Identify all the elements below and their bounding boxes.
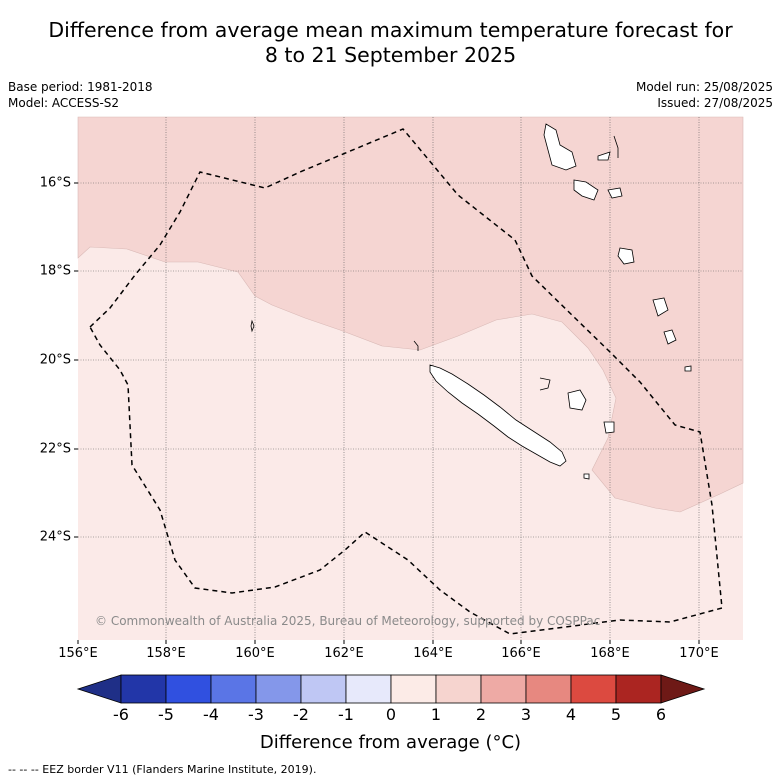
lon-label: 164°E <box>413 646 453 661</box>
colorbar-bin <box>300 674 347 704</box>
map-title: Difference from average mean maximum tem… <box>0 18 781 68</box>
issued-date: Issued: 27/08/2025 <box>657 96 773 110</box>
meta-left: Base period: 1981-2018 Model: ACCESS-S2 <box>8 79 153 111</box>
colorbar-tick: -2 <box>293 705 309 724</box>
lon-label: 158°E <box>146 646 186 661</box>
colorbar-bin <box>615 674 662 704</box>
eez-legend-note: -- -- -- EEZ border V11 (Flanders Marine… <box>8 763 317 776</box>
colorbar-extend-low <box>76 674 122 704</box>
lon-label: 170°E <box>679 646 719 661</box>
lon-label: 162°E <box>324 646 364 661</box>
map-credit: © Commonwealth of Australia 2025, Bureau… <box>95 614 601 628</box>
colorbar-tick: 0 <box>385 705 397 724</box>
vanuatu-aneityum <box>684 365 692 372</box>
colorbar-bin <box>570 674 617 704</box>
vanuatu-ambrym <box>607 187 623 199</box>
loyalty-island-ouvea <box>539 377 551 391</box>
loyalty-island-lifou <box>567 389 587 411</box>
vanuatu-espiritu-santo <box>543 123 577 171</box>
base-period: Base period: 1981-2018 <box>8 80 153 94</box>
colorbar-bin <box>480 674 527 704</box>
lon-label: 156°E <box>58 646 98 661</box>
colorbar-tick: 1 <box>430 705 442 724</box>
colorbar-bin <box>210 674 257 704</box>
colorbar-bin <box>345 674 392 704</box>
vanuatu-erromango <box>652 297 669 317</box>
colorbar <box>76 674 706 704</box>
colorbar-tick: 2 <box>475 705 487 724</box>
belep-islands <box>413 340 419 351</box>
colorbar-bin <box>390 674 437 704</box>
lat-label: 16°S <box>39 175 71 191</box>
new-caledonia-island <box>429 364 567 467</box>
title-line-1: Difference from average mean maximum tem… <box>48 18 733 42</box>
colorbar-tick: -1 <box>338 705 354 724</box>
eez-border <box>89 128 723 635</box>
model-name: Model: ACCESS-S2 <box>8 96 120 110</box>
colorbar-extend-high <box>660 674 706 704</box>
colorbar-bin <box>165 674 212 704</box>
colorbar-tick: 3 <box>520 705 532 724</box>
colorbar-bin <box>120 674 167 704</box>
meta-right: Model run: 25/08/2025 Issued: 27/08/2025 <box>636 79 773 111</box>
vanuatu-maewo <box>613 135 619 158</box>
colorbar-bin <box>435 674 482 704</box>
colorbar-tick: 5 <box>610 705 622 724</box>
colorbar-bin <box>255 674 302 704</box>
lon-label: 160°E <box>235 646 275 661</box>
colorbar-tick: -5 <box>158 705 174 724</box>
vanuatu-malekula <box>573 179 599 201</box>
lat-label: 18°S <box>39 263 71 279</box>
lat-label: 22°S <box>39 441 71 457</box>
colorbar-tick: -6 <box>113 705 129 724</box>
colorbar-tick: 4 <box>565 705 577 724</box>
loyalty-island-mare <box>603 421 615 434</box>
graticule <box>78 117 743 640</box>
colorbar-bin <box>525 674 572 704</box>
chesterfield-islands <box>250 319 255 333</box>
lon-label: 166°E <box>501 646 541 661</box>
anomaly-1-2-area <box>77 116 744 513</box>
vanuatu-efate <box>617 247 635 265</box>
vanuatu-tanna <box>663 329 677 345</box>
axis-ticks <box>74 182 700 644</box>
lat-label: 24°S <box>39 529 71 545</box>
model-run: Model run: 25/08/2025 <box>635 80 773 94</box>
title-line-2: 8 to 21 September 2025 <box>264 43 517 67</box>
colorbar-tick: -3 <box>248 705 264 724</box>
lon-label: 168°E <box>590 646 630 661</box>
isle-of-pines <box>583 473 590 480</box>
vanuatu-ambae <box>597 151 611 161</box>
colorbar-tick: -4 <box>203 705 219 724</box>
colorbar-tick: 6 <box>655 705 667 724</box>
lat-label: 20°S <box>39 352 71 368</box>
colorbar-title: Difference from average (°C) <box>259 732 522 753</box>
